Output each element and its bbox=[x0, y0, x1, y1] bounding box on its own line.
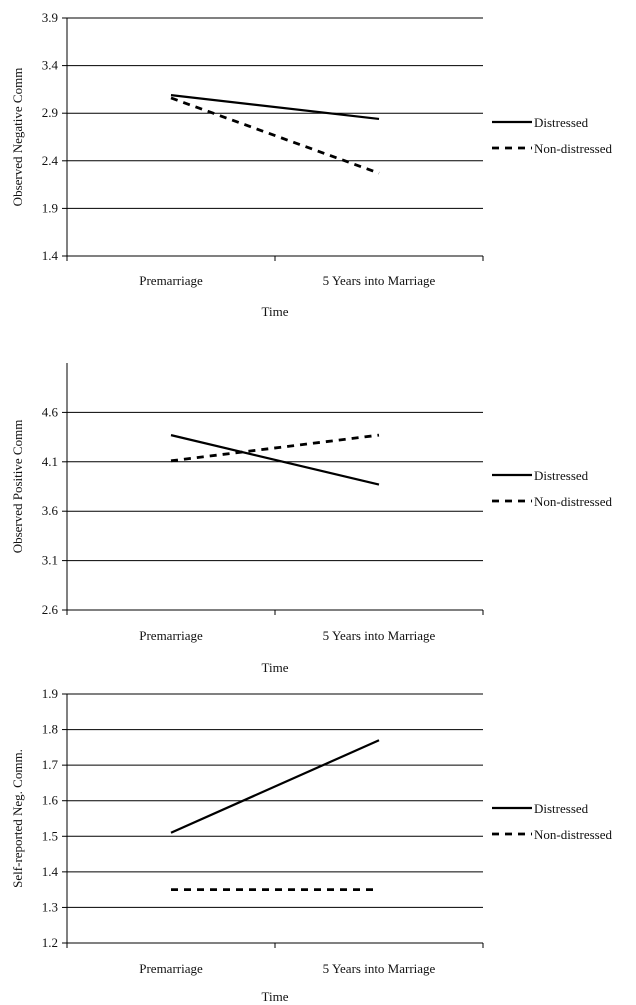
legend-label: Non-distressed bbox=[534, 827, 612, 842]
chart-1: 1.4 1.9 2.4 2.9 3.4 3.9 Premarriage 5 Years int… bbox=[10, 10, 612, 319]
y-axis-title: Self-reported Neg. Comm. bbox=[10, 749, 25, 888]
y-tick-label: 3.6 bbox=[42, 503, 59, 518]
y-tick-label: 4.6 bbox=[42, 404, 59, 419]
y-tick-label: 2.9 bbox=[42, 105, 58, 120]
y-tick-label: 3.1 bbox=[42, 553, 58, 568]
series-line-distressed bbox=[170, 94, 380, 121]
y-axis-title: Observed Positive Comm bbox=[10, 420, 25, 554]
series-line-distressed bbox=[170, 739, 380, 834]
chart-3: 1.2 1.3 1.4 1.5 1.6 1.7 1.8 1.9 Premarriage 5 Yea… bbox=[10, 686, 612, 1004]
chart-2: 2.6 3.1 3.6 4.1 4.6 Premarriage 5 Years into M… bbox=[10, 363, 612, 675]
legend-label: Distressed bbox=[534, 115, 589, 130]
legend-label: Distressed bbox=[534, 801, 589, 816]
y-tick-label: 1.2 bbox=[42, 935, 58, 950]
y-tick-label: 3.9 bbox=[42, 10, 58, 25]
x-tick-label: Premarriage bbox=[139, 628, 203, 643]
y-tick-label: 1.3 bbox=[42, 899, 58, 914]
y-tick-label: 2.6 bbox=[42, 602, 59, 617]
series-line-non-distressed bbox=[170, 96, 380, 175]
y-tick-label: 4.1 bbox=[42, 454, 58, 469]
y-tick-label: 3.4 bbox=[42, 58, 59, 73]
y-tick-label: 1.5 bbox=[42, 828, 58, 843]
x-axis-title: Time bbox=[262, 304, 289, 319]
legend-label: Distressed bbox=[534, 468, 589, 483]
y-tick-label: 2.4 bbox=[42, 153, 59, 168]
x-tick-label: Premarriage bbox=[139, 273, 203, 288]
y-tick-label: 1.6 bbox=[42, 793, 59, 808]
legend-label: Non-distressed bbox=[534, 494, 612, 509]
y-tick-label: 1.4 bbox=[42, 248, 59, 263]
x-tick-label: 5 Years into Marriage bbox=[323, 273, 436, 288]
y-tick-label: 1.7 bbox=[42, 757, 59, 772]
x-tick-label: 5 Years into Marriage bbox=[323, 961, 436, 976]
x-axis-title: Time bbox=[262, 660, 289, 675]
x-tick-label: Premarriage bbox=[139, 961, 203, 976]
y-tick-label: 1.9 bbox=[42, 686, 58, 701]
legend-label: Non-distressed bbox=[534, 141, 612, 156]
y-tick-label: 1.4 bbox=[42, 864, 59, 879]
y-tick-label: 1.8 bbox=[42, 722, 58, 737]
x-tick-label: 5 Years into Marriage bbox=[323, 628, 436, 643]
series-line-distressed bbox=[170, 434, 380, 486]
y-tick-label: 1.9 bbox=[42, 200, 58, 215]
x-axis-title: Time bbox=[262, 989, 289, 1004]
series-line-non-distressed bbox=[170, 433, 380, 463]
y-axis-title: Observed Negative Comm bbox=[10, 68, 25, 207]
